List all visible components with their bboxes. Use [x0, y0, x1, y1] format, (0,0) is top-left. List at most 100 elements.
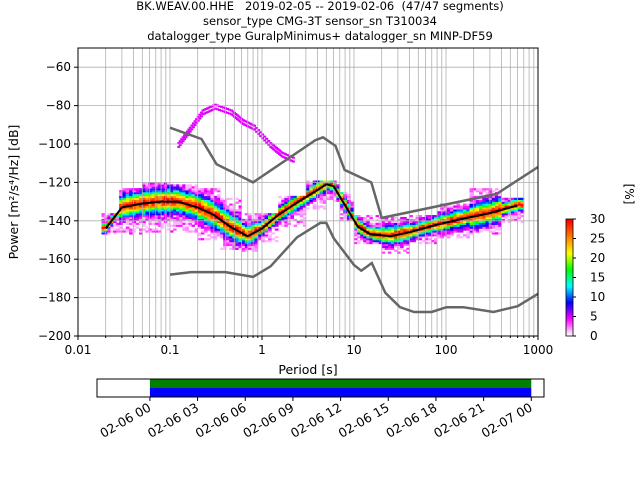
psd-cell — [469, 218, 474, 222]
psd-cell — [501, 213, 505, 216]
psd-cell — [197, 211, 202, 214]
psd-cell — [450, 228, 454, 231]
psd-cell — [319, 193, 324, 197]
psd-cell — [485, 205, 490, 208]
psd-cell — [101, 224, 105, 227]
psd-outlier-cell — [273, 145, 277, 148]
psd-cell — [207, 226, 211, 229]
psd-cell — [510, 201, 515, 204]
psd-cell — [299, 205, 304, 208]
psd-cell — [264, 218, 269, 222]
psd-cell — [254, 226, 259, 229]
psd-cell — [125, 201, 130, 204]
psd-cell — [125, 218, 130, 222]
psd-cell — [213, 230, 218, 233]
psd-cell — [254, 213, 259, 216]
psd-cell — [268, 240, 272, 243]
psd-cell — [160, 201, 165, 204]
psd-cell — [517, 213, 521, 216]
psd-cell — [200, 193, 205, 197]
psd-cell — [466, 222, 470, 225]
psd-cell — [495, 226, 499, 229]
psd-cell — [397, 243, 401, 247]
psd-cell — [510, 211, 515, 214]
psd-cell — [166, 207, 171, 210]
psd-cell — [191, 186, 196, 189]
psd-cell — [296, 207, 301, 210]
psd-cell — [185, 184, 189, 187]
psd-cell — [350, 201, 355, 204]
psd-cell — [213, 236, 218, 239]
colorbar-segment — [566, 230, 573, 234]
psd-cell — [409, 234, 413, 237]
psd-cell — [475, 205, 480, 208]
psd-cell — [302, 201, 307, 204]
psd-cell — [375, 228, 380, 231]
psd-cell — [387, 247, 392, 250]
psd-cell — [418, 226, 423, 229]
psd-outlier-cell — [204, 111, 208, 114]
psd-cell — [194, 186, 199, 189]
psd-cell — [238, 247, 242, 250]
psd-cell — [482, 226, 486, 229]
psd-cell — [238, 224, 242, 227]
psd-cell — [170, 213, 174, 216]
psd-cell — [446, 218, 451, 222]
psd-outlier-cell — [261, 137, 265, 140]
psd-cell — [101, 215, 105, 218]
psd-cell — [514, 216, 518, 220]
psd-cell — [290, 207, 294, 210]
psd-cell — [213, 203, 218, 206]
psd-cell — [469, 199, 474, 202]
psd-cell — [241, 241, 246, 245]
psd-cell — [132, 218, 137, 222]
psd-cell — [403, 226, 407, 229]
psd-cell — [491, 203, 496, 206]
psd-cell — [459, 236, 464, 239]
psd-cell — [200, 216, 205, 220]
psd-cell — [139, 220, 143, 224]
psd-cell — [170, 216, 174, 220]
psd-cell — [129, 199, 133, 202]
psd-cell — [145, 218, 149, 222]
psd-cell — [316, 186, 320, 189]
psd-outlier-cell — [215, 108, 219, 111]
psd-cell — [238, 216, 242, 220]
psd-cell — [488, 197, 493, 200]
psd-outlier-cell — [263, 135, 267, 138]
psd-cell — [397, 224, 401, 227]
psd-cell — [226, 236, 230, 239]
psd-cell — [366, 238, 370, 241]
psd-cell — [216, 230, 221, 233]
psd-cell — [514, 218, 518, 222]
psd-cell — [132, 215, 137, 218]
psd-cell — [154, 230, 159, 233]
psd-cell — [107, 215, 111, 218]
psd-cell — [322, 192, 327, 195]
psd-cell — [220, 234, 224, 237]
psd-cell — [220, 232, 224, 235]
psd-cell — [488, 192, 493, 195]
psd-cell — [369, 241, 373, 245]
y-tick-label: −200 — [38, 329, 71, 343]
psd-cell — [173, 205, 177, 208]
psd-cell — [293, 224, 298, 227]
psd-cell — [254, 249, 259, 252]
psd-cell — [173, 218, 177, 222]
psd-cell — [378, 230, 383, 233]
psd-cell — [132, 197, 137, 200]
y-tick-label: −160 — [38, 252, 71, 266]
psd-cell — [504, 201, 509, 204]
psd-cell — [354, 215, 358, 218]
psd-cell — [397, 238, 401, 241]
psd-cell — [296, 197, 301, 200]
psd-cell — [119, 216, 123, 220]
psd-cell — [357, 230, 361, 233]
psd-cell — [257, 213, 262, 216]
psd-cell — [244, 213, 249, 216]
psd-cell — [226, 218, 230, 222]
psd-cell — [299, 211, 304, 214]
psd-cell — [191, 218, 196, 222]
psd-cell — [390, 232, 395, 235]
psd-cell — [357, 220, 361, 224]
